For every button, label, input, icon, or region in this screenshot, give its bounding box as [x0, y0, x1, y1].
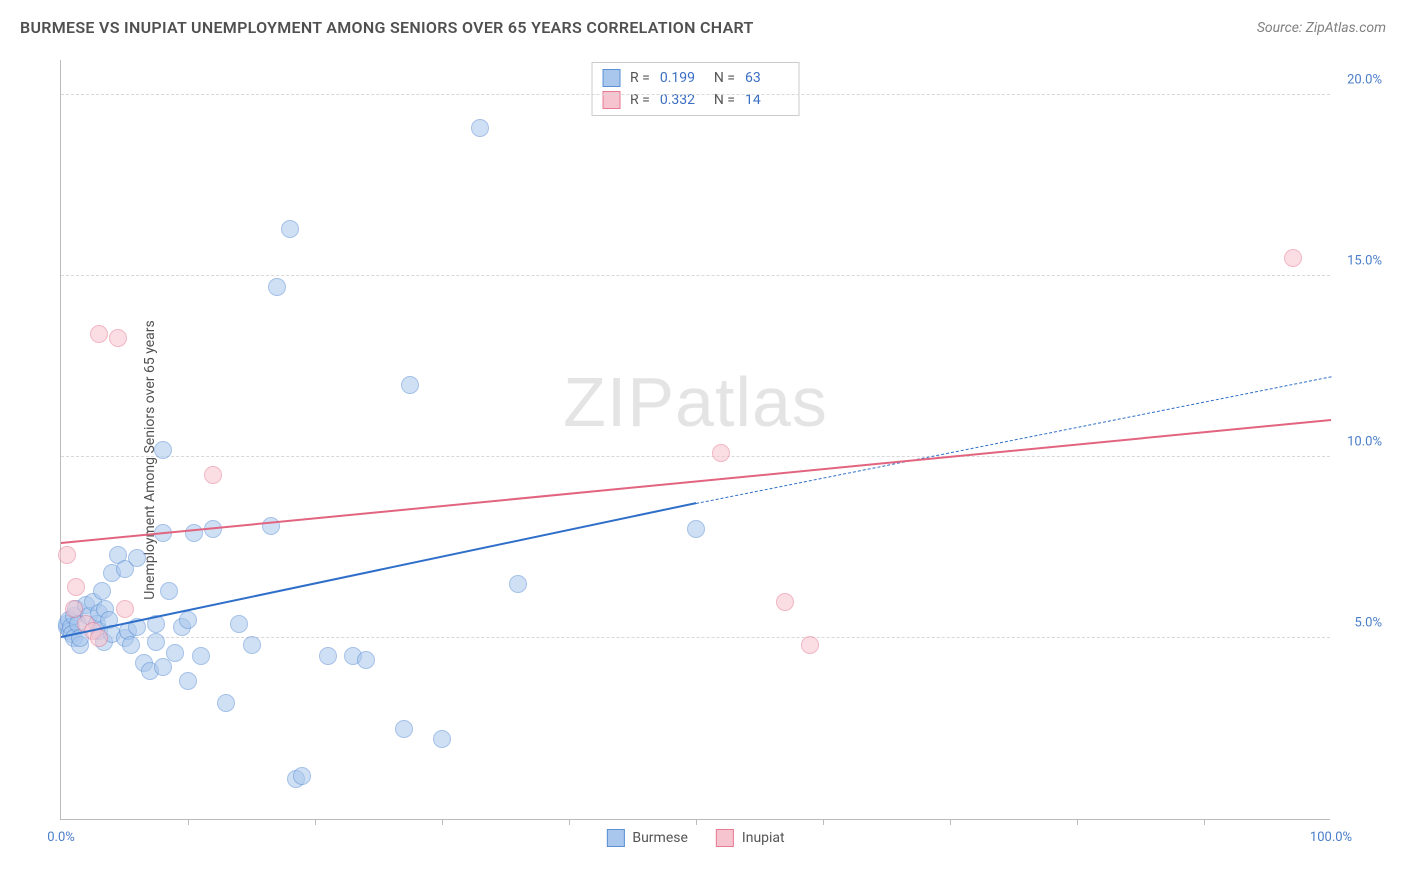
x-tick	[315, 819, 316, 825]
y-tick-label: 20.0%	[1347, 73, 1382, 88]
data-point	[90, 325, 108, 343]
data-point	[90, 629, 108, 647]
data-point	[712, 444, 730, 462]
y-tick-label: 5.0%	[1354, 616, 1382, 631]
data-point	[319, 647, 337, 665]
data-point	[67, 578, 85, 596]
x-tick	[1204, 819, 1205, 825]
data-point	[160, 582, 178, 600]
data-point	[179, 672, 197, 690]
data-point	[281, 220, 299, 238]
data-point	[109, 329, 127, 347]
trend-line	[61, 502, 696, 638]
gridline	[61, 456, 1330, 457]
data-point	[166, 644, 184, 662]
data-point	[776, 593, 794, 611]
series-legend-label: Inupiat	[742, 830, 785, 846]
data-point	[154, 658, 172, 676]
data-point	[401, 376, 419, 394]
stat-n-value: 63	[745, 70, 789, 86]
data-point	[262, 517, 280, 535]
x-tick	[823, 819, 824, 825]
stat-r-value: 0.199	[660, 70, 704, 86]
y-tick-label: 10.0%	[1347, 435, 1382, 450]
legend-swatch-icon	[602, 69, 620, 87]
data-point	[395, 720, 413, 738]
data-point	[93, 582, 111, 600]
stats-legend-row: R =0.332N =14	[602, 89, 789, 111]
data-point	[154, 441, 172, 459]
series-legend: Burmese Inupiat	[606, 829, 784, 847]
plot-region: ZIPatlas R =0.199N =63R =0.332N =14 Burm…	[60, 60, 1330, 820]
x-tick	[442, 819, 443, 825]
stat-n-label: N =	[714, 70, 735, 86]
data-point	[204, 466, 222, 484]
trend-line	[696, 377, 1331, 505]
data-point	[179, 611, 197, 629]
data-point	[128, 549, 146, 567]
data-point	[433, 730, 451, 748]
x-tick-label: 0.0%	[47, 830, 75, 845]
x-tick	[1077, 819, 1078, 825]
x-tick	[188, 819, 189, 825]
data-point	[122, 636, 140, 654]
data-point	[192, 647, 210, 665]
data-point	[509, 575, 527, 593]
series-legend-item: Inupiat	[716, 829, 785, 847]
data-point	[185, 524, 203, 542]
x-tick	[696, 819, 697, 825]
series-legend-item: Burmese	[606, 829, 688, 847]
data-point	[217, 694, 235, 712]
data-point	[230, 615, 248, 633]
data-point	[116, 600, 134, 618]
data-point	[147, 633, 165, 651]
data-point	[801, 636, 819, 654]
data-point	[58, 546, 76, 564]
gridline	[61, 94, 1330, 95]
data-point	[243, 636, 261, 654]
legend-swatch-icon	[606, 829, 624, 847]
data-point	[1284, 249, 1302, 267]
data-point	[293, 767, 311, 785]
gridline	[61, 275, 1330, 276]
x-tick	[569, 819, 570, 825]
stats-legend: R = 0.199 N = 63 R =0.332N =14	[591, 62, 800, 116]
chart-source: Source: ZipAtlas.com	[1257, 20, 1386, 36]
data-point	[687, 520, 705, 538]
legend-swatch-icon	[716, 829, 734, 847]
data-point	[268, 278, 286, 296]
watermark: ZIPatlas	[563, 362, 828, 442]
data-point	[471, 119, 489, 137]
chart-area: Unemployment Among Seniors over 65 years…	[20, 50, 1386, 870]
data-point	[357, 651, 375, 669]
y-tick-label: 15.0%	[1347, 254, 1382, 269]
x-tick-label: 100.0%	[1310, 830, 1352, 845]
chart-title: BURMESE VS INUPIAT UNEMPLOYMENT AMONG SE…	[20, 18, 754, 37]
stat-r-label: R =	[630, 70, 650, 86]
stats-legend-row: R = 0.199 N = 63	[602, 67, 789, 89]
series-legend-label: Burmese	[632, 830, 688, 846]
x-tick	[950, 819, 951, 825]
